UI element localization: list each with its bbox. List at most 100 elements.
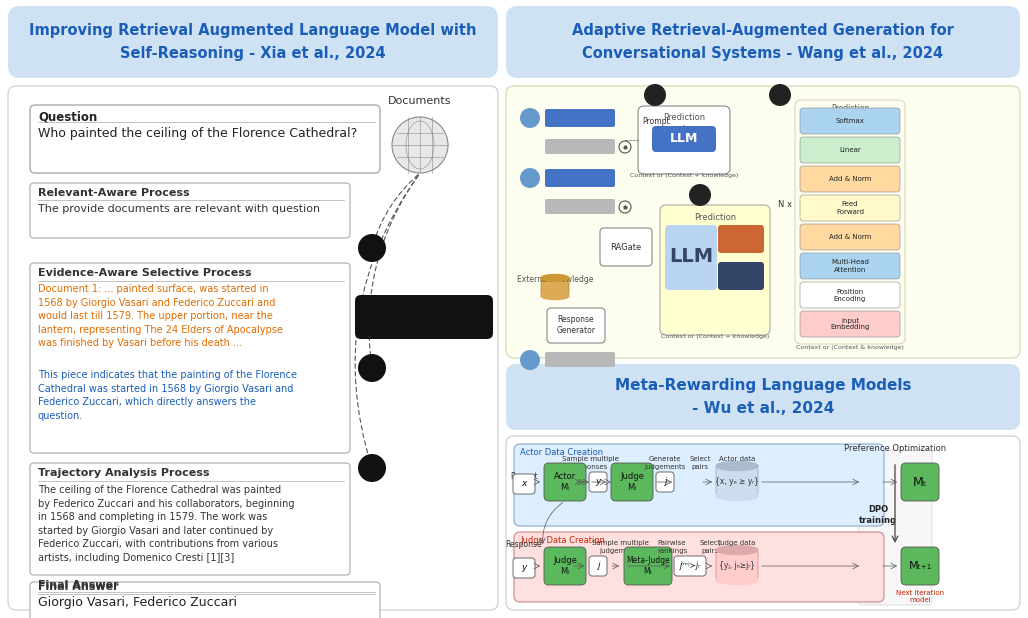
FancyBboxPatch shape	[355, 295, 493, 339]
FancyBboxPatch shape	[638, 106, 730, 174]
FancyBboxPatch shape	[545, 199, 615, 214]
Text: Trajectory Analysis Process: Trajectory Analysis Process	[38, 468, 210, 478]
Text: Actor data: Actor data	[719, 456, 756, 462]
FancyBboxPatch shape	[718, 225, 764, 253]
Text: Final Answer: Final Answer	[38, 582, 118, 592]
Text: Judge data: Judge data	[719, 540, 756, 546]
Text: The ceiling of the Florence Cathedral was painted
by Federico Zuccari and his co: The ceiling of the Florence Cathedral wa…	[38, 485, 294, 563]
FancyBboxPatch shape	[901, 463, 939, 501]
Text: Linear: Linear	[839, 147, 860, 153]
FancyBboxPatch shape	[30, 584, 380, 602]
FancyBboxPatch shape	[541, 278, 570, 296]
FancyBboxPatch shape	[800, 108, 900, 134]
Text: y: y	[595, 478, 600, 486]
Text: Adaptive Retrieval-Augmented Generation for
Conversational Systems - Wang et al.: Adaptive Retrieval-Augmented Generation …	[572, 23, 954, 61]
FancyBboxPatch shape	[715, 550, 758, 580]
FancyBboxPatch shape	[800, 195, 900, 221]
Circle shape	[358, 234, 386, 262]
FancyBboxPatch shape	[506, 364, 1020, 430]
Text: Evidence-Aware Selective Process: Evidence-Aware Selective Process	[38, 268, 252, 278]
Text: Giorgio Vasari, Federico Zuccari: Giorgio Vasari, Federico Zuccari	[38, 596, 237, 609]
Text: Next iteration
model: Next iteration model	[896, 590, 944, 604]
FancyBboxPatch shape	[624, 547, 672, 585]
Text: Judge
Mₜ: Judge Mₜ	[553, 556, 577, 576]
Text: Final Answer: Final Answer	[38, 580, 118, 590]
Text: x: x	[521, 480, 526, 488]
FancyBboxPatch shape	[8, 86, 498, 610]
Text: External Knowledge: External Knowledge	[517, 275, 593, 284]
Text: Prompt: Prompt	[510, 472, 538, 481]
FancyBboxPatch shape	[547, 308, 605, 343]
FancyBboxPatch shape	[506, 86, 1020, 358]
Text: 2: 2	[697, 190, 703, 200]
Text: Context or (Context & knowledge): Context or (Context & knowledge)	[796, 345, 904, 350]
Circle shape	[392, 117, 448, 173]
Text: SELF-REASONING: SELF-REASONING	[363, 310, 485, 323]
Text: Question: Question	[38, 110, 98, 123]
FancyBboxPatch shape	[800, 282, 900, 308]
Ellipse shape	[715, 462, 758, 470]
Text: Softmax: Softmax	[836, 118, 865, 124]
Text: Documents: Documents	[388, 96, 451, 106]
FancyBboxPatch shape	[513, 558, 535, 578]
Text: Meta-Judge
Mₜ: Meta-Judge Mₜ	[626, 556, 670, 576]
Text: Judge Data Creation: Judge Data Creation	[520, 536, 604, 545]
Text: Generate
judgements: Generate judgements	[645, 456, 686, 470]
Text: j: j	[664, 478, 666, 486]
Text: Prompt: Prompt	[642, 117, 669, 126]
Text: Pairwise
rankings: Pairwise rankings	[657, 540, 687, 554]
Text: j⁽ᵐ⁾≻jᵣ: j⁽ᵐ⁾≻jᵣ	[680, 562, 700, 570]
FancyBboxPatch shape	[800, 311, 900, 337]
Text: Mₜ: Mₜ	[913, 475, 927, 488]
Text: Context or (Context + knowledge): Context or (Context + knowledge)	[630, 173, 738, 178]
FancyBboxPatch shape	[514, 532, 884, 602]
Text: 3: 3	[368, 463, 376, 473]
Text: Mₜ₊₁: Mₜ₊₁	[909, 561, 931, 571]
FancyBboxPatch shape	[30, 183, 350, 238]
Text: Actor
Mₜ: Actor Mₜ	[554, 472, 576, 492]
Text: Meta-Rewarding Language Models
- Wu et al., 2024: Meta-Rewarding Language Models - Wu et a…	[615, 378, 911, 415]
Circle shape	[520, 350, 540, 370]
Text: Preference Optimization: Preference Optimization	[844, 444, 946, 453]
Text: Select
pairs: Select pairs	[699, 540, 721, 554]
Text: Prediction: Prediction	[663, 113, 705, 122]
FancyBboxPatch shape	[545, 352, 615, 367]
Circle shape	[520, 168, 540, 188]
FancyBboxPatch shape	[795, 100, 905, 344]
FancyBboxPatch shape	[544, 463, 586, 501]
Text: {x, yₙ ≥ yᵣ}: {x, yₙ ≥ yᵣ}	[715, 478, 759, 486]
Circle shape	[520, 108, 540, 128]
Text: Context or (Context + knowledge): Context or (Context + knowledge)	[661, 334, 769, 339]
Text: LLM: LLM	[669, 247, 713, 266]
FancyBboxPatch shape	[545, 169, 615, 187]
FancyBboxPatch shape	[800, 137, 900, 163]
Circle shape	[769, 84, 791, 106]
FancyBboxPatch shape	[718, 262, 764, 290]
Ellipse shape	[715, 546, 758, 554]
Ellipse shape	[541, 274, 570, 282]
Text: {yⱼ, jₙ≥jᵣ}: {yⱼ, jₙ≥jᵣ}	[719, 562, 755, 570]
Text: Multi-Head
Attention: Multi-Head Attention	[831, 260, 869, 273]
Text: 1: 1	[652, 90, 658, 100]
Text: The provide documents are relevant with question: The provide documents are relevant with …	[38, 204, 320, 214]
Circle shape	[644, 84, 666, 106]
Text: Prediction: Prediction	[694, 213, 736, 222]
FancyBboxPatch shape	[656, 472, 674, 492]
Text: j: j	[596, 562, 599, 570]
FancyBboxPatch shape	[506, 6, 1020, 78]
Text: LLM: LLM	[670, 132, 698, 145]
Ellipse shape	[715, 575, 758, 585]
FancyBboxPatch shape	[513, 474, 535, 494]
Text: Add & Norm: Add & Norm	[829, 234, 871, 240]
FancyBboxPatch shape	[800, 253, 900, 279]
FancyBboxPatch shape	[674, 556, 706, 576]
Text: Feed
Forward: Feed Forward	[836, 201, 864, 214]
FancyBboxPatch shape	[30, 263, 350, 453]
Text: This piece indicates that the painting of the Florence
Cathedral was started in : This piece indicates that the painting o…	[38, 370, 297, 421]
Ellipse shape	[715, 491, 758, 501]
FancyBboxPatch shape	[589, 556, 607, 576]
FancyBboxPatch shape	[901, 547, 939, 585]
Text: Actor Data Creation: Actor Data Creation	[520, 448, 603, 457]
Text: Who painted the ceiling of the Florence Cathedral?: Who painted the ceiling of the Florence …	[38, 127, 358, 140]
Text: Prediction: Prediction	[831, 104, 870, 113]
